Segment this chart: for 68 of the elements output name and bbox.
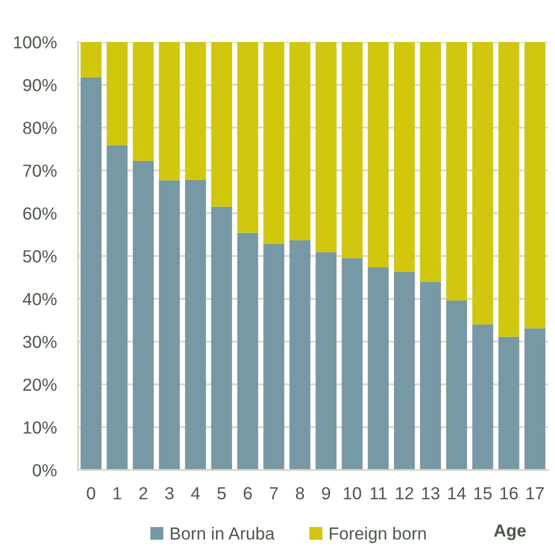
x-tick-label: 3: [165, 487, 174, 500]
x-tick-label: 8: [296, 487, 304, 500]
bar: [106, 42, 128, 146]
bar: [524, 328, 546, 470]
bar: [368, 268, 389, 470]
legend-label: Born in Aruba: [170, 526, 275, 540]
y-tick-label: 60%: [23, 207, 57, 220]
bar: [263, 42, 284, 244]
x-tick-label: 10: [344, 487, 362, 500]
x-tick-label: 11: [370, 487, 386, 500]
x-tick-label: 2: [139, 487, 148, 500]
x-tick-label: 4: [191, 487, 200, 500]
bar: [498, 42, 520, 337]
x-axis-title: Age: [494, 524, 526, 540]
x-tick-label: 15: [474, 487, 492, 500]
x-tick-label: 5: [217, 487, 226, 500]
bar: [342, 258, 363, 470]
bar: [472, 42, 494, 324]
x-tick-label: 13: [422, 487, 440, 500]
bar: [342, 42, 363, 258]
y-tick-label: 100%: [14, 36, 57, 48]
bar: [80, 42, 102, 78]
bar: [185, 180, 206, 470]
bar: [316, 42, 336, 252]
bar: [524, 42, 546, 328]
bar: [472, 324, 494, 470]
y-tick-label: 10%: [24, 421, 57, 434]
bar: [237, 232, 258, 470]
bar: [185, 42, 206, 180]
bar: [446, 300, 468, 470]
y-tick-label: 90%: [23, 78, 57, 92]
x-tick-label: 1: [114, 487, 122, 500]
bar: [263, 244, 284, 470]
y-tick-label: 80%: [23, 122, 57, 134]
bar: [446, 42, 468, 301]
bar: [80, 78, 102, 470]
x-tick-label: 17: [526, 487, 544, 500]
bar: [290, 240, 310, 470]
bar: [498, 336, 520, 470]
bar: [211, 42, 232, 207]
x-tick-label: 16: [500, 487, 518, 500]
x-tick-label: 0: [86, 487, 96, 500]
bar: [290, 42, 310, 240]
bar: [106, 145, 128, 470]
bar: [158, 42, 180, 180]
bar: [368, 42, 389, 268]
y-tick-label: 40%: [22, 292, 57, 306]
y-tick-label: 0%: [32, 464, 57, 476]
bar: [316, 252, 336, 470]
bar: [394, 42, 415, 272]
bar: [132, 42, 154, 161]
x-tick-label: 6: [244, 487, 252, 500]
x-tick-label: 9: [322, 487, 330, 500]
y-tick-label: 30%: [23, 336, 57, 348]
bar: [420, 282, 441, 470]
bar: [132, 160, 154, 470]
y-tick-label: 70%: [23, 164, 57, 177]
bar: [394, 272, 415, 470]
bar: [211, 206, 232, 470]
x-tick-label: 14: [448, 487, 466, 500]
bar: [420, 42, 441, 282]
legend-label: Foreign born: [330, 526, 426, 544]
x-tick-label: 7: [270, 487, 278, 500]
bar: [158, 180, 180, 470]
y-tick-label: 20%: [23, 378, 57, 391]
x-tick-label: 12: [396, 487, 414, 500]
y-tick-label: 50%: [23, 250, 57, 262]
bar: [237, 42, 258, 233]
